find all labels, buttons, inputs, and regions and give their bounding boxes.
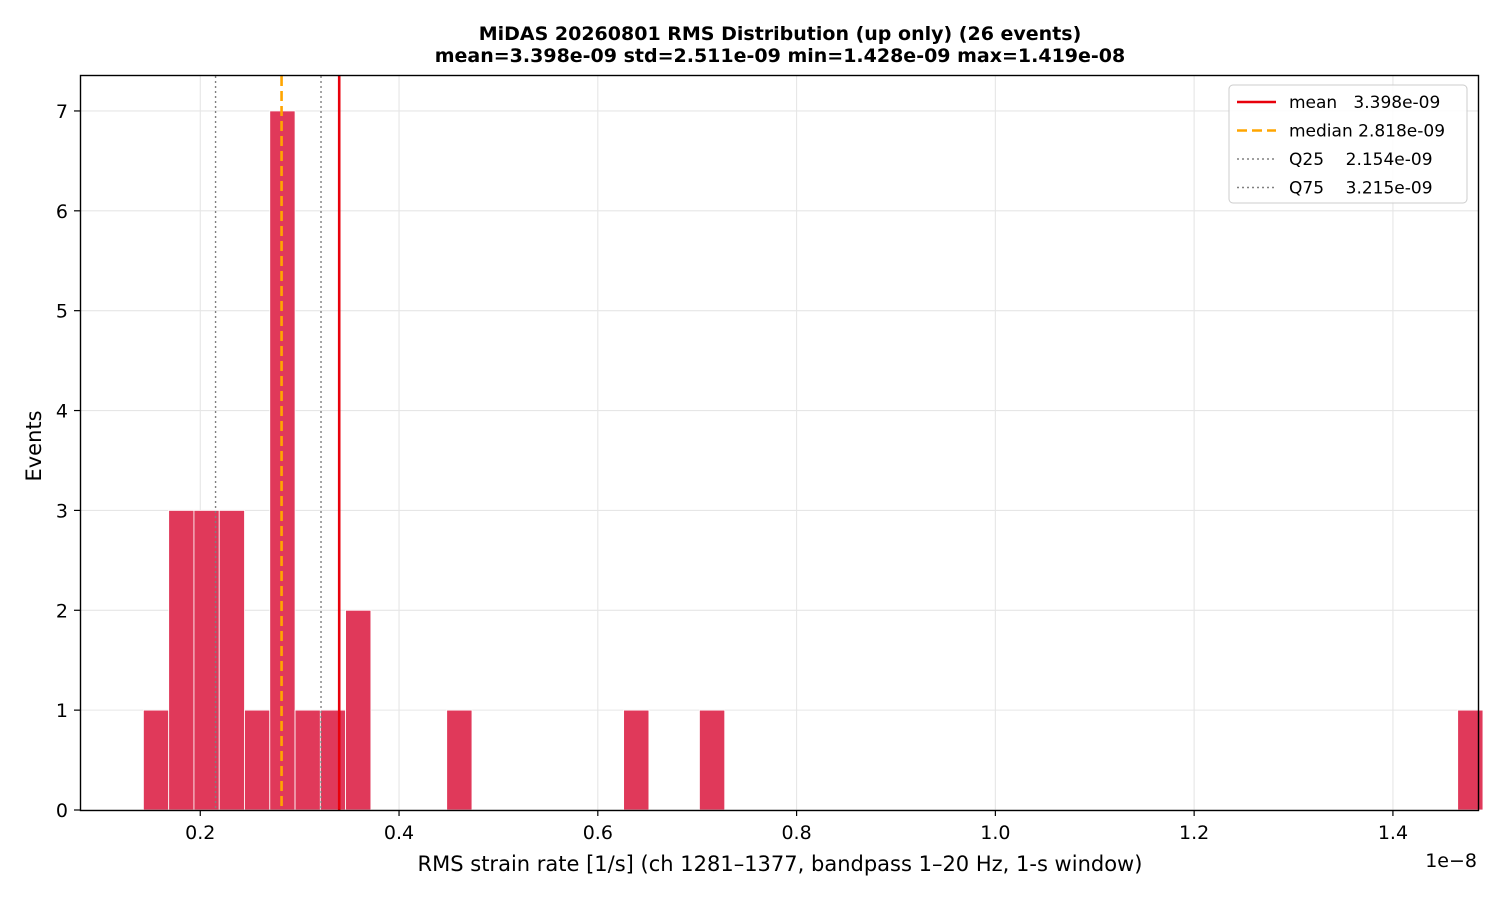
histogram-bar [699,709,726,811]
chart-title: MiDAS 20260801 RMS Distribution (up only… [479,23,1082,45]
y-tick-label: 0 [56,800,68,822]
x-tick-label: 0.8 [781,822,811,844]
histogram-bar [218,510,245,811]
legend-label: Q75 3.215e-09 [1289,179,1433,199]
x-axis-offset-label: 1e−8 [1425,850,1477,872]
x-axis-ticks: 0.2 0.4 0.6 0.8 1.0 1.2 1.4 [185,810,1408,844]
grid-lines [80,76,1478,811]
histogram-bar [168,510,195,811]
legend-label: Q25 2.154e-09 [1289,150,1433,170]
y-tick-label: 5 [56,301,68,323]
x-tick-label: 0.4 [384,822,414,844]
legend-box [1228,84,1468,204]
histogram-bar [143,709,170,811]
y-tick-label: 3 [56,500,68,522]
histogram-bar [244,709,271,811]
histogram-bar [446,709,473,811]
legend-label: mean 3.398e-09 [1289,93,1440,113]
histogram-bars [143,110,1484,811]
histogram-bar [345,609,372,811]
legend: mean 3.398e-09 median 2.818e-09 Q25 2.154e… [1228,84,1468,204]
plot-frame [79,74,1480,812]
x-tick-label: 1.2 [1179,822,1209,844]
y-tick-label: 4 [56,401,68,423]
histogram-bar [623,709,650,811]
x-tick-label: 1.4 [1378,822,1408,844]
x-tick-label: 0.2 [185,822,215,844]
y-tick-label: 1 [56,700,68,722]
histogram-bar [294,709,321,811]
y-axis-label: Events [22,410,46,481]
statistic-lines [214,76,341,810]
x-tick-label: 0.6 [583,822,613,844]
histogram-bar [319,709,347,811]
y-axis-ticks: 0 1 2 3 4 5 6 7 [56,101,80,822]
legend-label: median 2.818e-09 [1289,122,1445,142]
x-axis-label: RMS strain rate [1/s] (ch 1281–1377, ban… [418,852,1143,876]
y-tick-label: 6 [56,201,68,223]
histogram-bar [193,510,220,811]
y-tick-label: 2 [56,600,68,622]
y-tick-label: 7 [56,101,68,123]
x-tick-label: 1.0 [980,822,1010,844]
chart-subtitle-stats: mean=3.398e-09 std=2.511e-09 min=1.428e-… [435,45,1126,67]
